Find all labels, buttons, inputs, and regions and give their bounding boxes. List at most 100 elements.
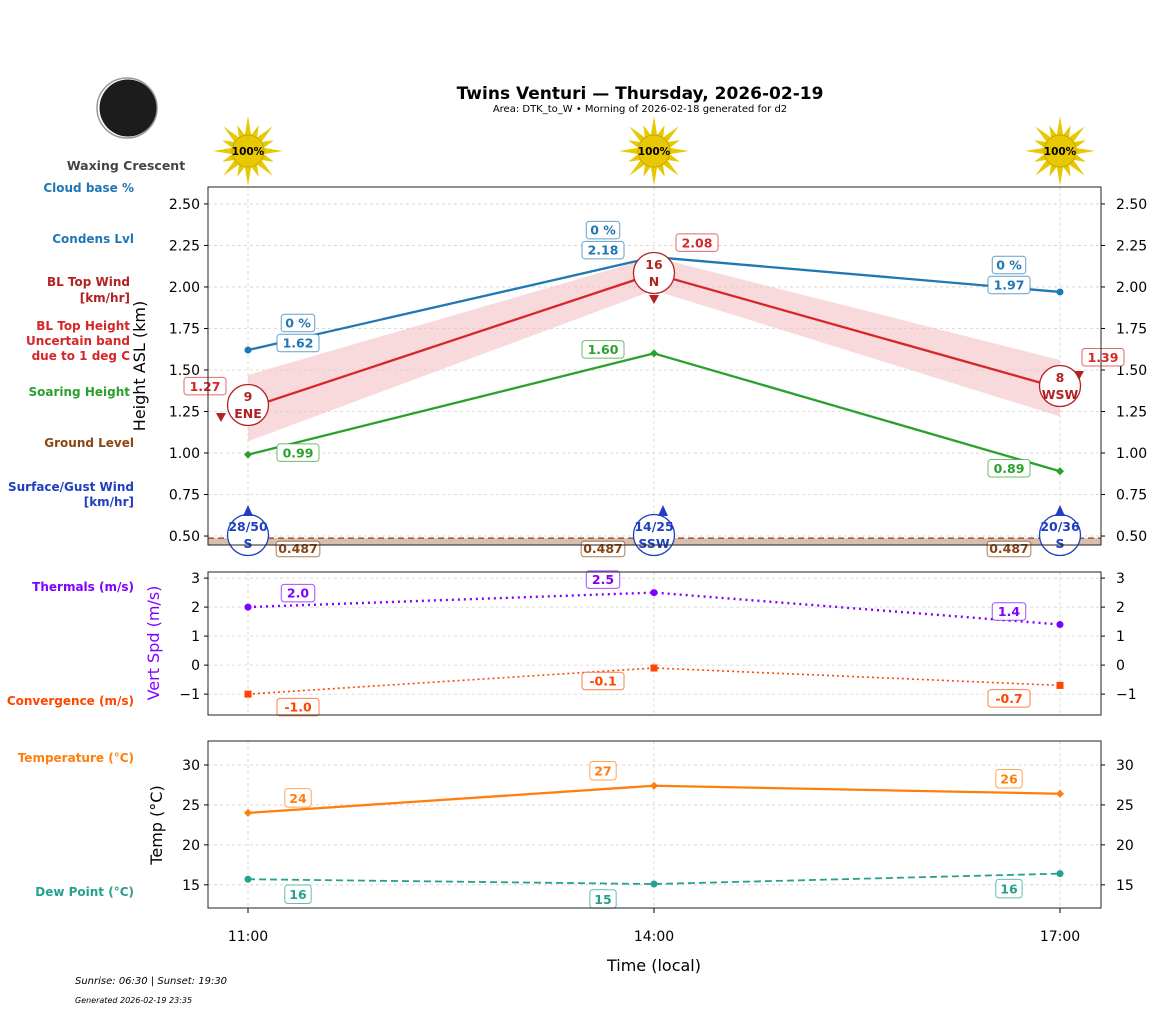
temperature-value-label: 26 bbox=[995, 768, 1023, 789]
label-box bbox=[1081, 348, 1125, 367]
label-temperature: Temperature (°C) bbox=[18, 751, 134, 765]
label-text: -0.7 bbox=[995, 691, 1022, 706]
sun-ray bbox=[261, 140, 274, 148]
wind-direction: N bbox=[649, 274, 659, 289]
label-soaring: Soaring Height bbox=[29, 385, 131, 399]
x-axis-label: Time (local) bbox=[606, 956, 701, 975]
label-box bbox=[987, 689, 1031, 708]
side-labels: Cloud base % Condens Lvl BL Top Wind [km… bbox=[7, 181, 134, 899]
bl-top-value-label: 1.39 bbox=[1081, 348, 1125, 367]
chart-subtitle: Area: DTK_to_W • Morning of 2026-02-18 g… bbox=[493, 104, 787, 115]
y-tick-label: 3 bbox=[191, 571, 200, 587]
y-tick-label-right: 25 bbox=[1116, 798, 1134, 814]
label-text: 1.62 bbox=[283, 336, 314, 351]
label-box bbox=[987, 275, 1031, 295]
y-tick-label-right: 0.50 bbox=[1116, 529, 1147, 545]
y-tick-label-right: 1 bbox=[1116, 629, 1125, 645]
sun-ray bbox=[213, 147, 233, 155]
dewpoint-value-label: 16 bbox=[284, 884, 312, 904]
label-condens: Condens Lvl bbox=[52, 232, 134, 246]
label-text: 0.487 bbox=[989, 541, 1029, 556]
condens-point bbox=[1056, 288, 1064, 296]
sun-ray bbox=[667, 154, 680, 162]
sun-ray bbox=[1063, 164, 1071, 177]
sun-percent: 100% bbox=[1044, 146, 1077, 158]
label-text: 2.08 bbox=[682, 235, 713, 250]
y-tick-label: 0.75 bbox=[169, 488, 200, 504]
label-bl-band-2: due to 1 deg C bbox=[32, 349, 131, 363]
convergence-value-label: -0.7 bbox=[987, 689, 1031, 708]
sun-ray bbox=[237, 164, 245, 177]
wind-speed: 16 bbox=[645, 257, 663, 272]
y-tick-label: −1 bbox=[179, 687, 200, 703]
plot-frame bbox=[207, 571, 1102, 716]
wind-arrow-icon bbox=[649, 295, 659, 304]
label-text: 1.39 bbox=[1088, 350, 1119, 365]
label-text: 2.5 bbox=[592, 572, 614, 587]
thermal-value-label: 2.5 bbox=[585, 570, 621, 589]
thermal-value-label: 2.0 bbox=[280, 583, 316, 603]
ground-value-label: 0.487 bbox=[275, 540, 321, 558]
bl-top-value-label: 1.27 bbox=[183, 376, 227, 396]
label-box bbox=[581, 671, 625, 691]
sun-ray bbox=[1034, 140, 1047, 148]
label-box bbox=[991, 602, 1027, 621]
y-tick-label-right: 1.50 bbox=[1116, 363, 1147, 379]
y-tick-label-right: 20 bbox=[1116, 838, 1134, 854]
soaring-value-label: 0.89 bbox=[987, 459, 1031, 478]
bl-top-value-label: 2.08 bbox=[675, 233, 719, 252]
sun-icon: 100% bbox=[619, 116, 689, 186]
label-text: 0 % bbox=[285, 316, 311, 331]
y-axis-label-vert: Vert Spd (m/s) bbox=[144, 586, 163, 701]
surface-wind-marker: 20/36 S bbox=[1038, 505, 1082, 557]
y-axis-label-temp: Temp (°C) bbox=[147, 785, 166, 865]
sun-ray bbox=[251, 164, 259, 177]
sun-ray bbox=[650, 166, 658, 186]
sun-ray bbox=[1068, 159, 1085, 176]
sun-ray bbox=[223, 159, 240, 176]
label-dewpoint: Dew Point (°C) bbox=[35, 885, 134, 899]
wind-direction: ENE bbox=[234, 406, 262, 421]
sun-ray bbox=[1068, 126, 1085, 143]
sun-ray bbox=[256, 159, 273, 176]
sun-disc bbox=[637, 134, 671, 168]
label-text: 24 bbox=[289, 791, 307, 806]
label-box bbox=[276, 443, 320, 462]
y-tick-label-right: 15 bbox=[1116, 878, 1134, 894]
y-tick-label-right: 1.25 bbox=[1116, 404, 1147, 420]
moon-icon bbox=[96, 77, 158, 139]
temperature-point bbox=[244, 808, 252, 817]
bl-wind-marker: 9 ENE bbox=[216, 383, 270, 427]
convergence-value-label: -0.1 bbox=[581, 671, 625, 691]
cloud-pct-label: 0 % bbox=[280, 313, 316, 333]
y-tick-label: 0.50 bbox=[169, 529, 200, 545]
label-text: 15 bbox=[594, 892, 611, 907]
temperature-point bbox=[650, 781, 658, 790]
y-tick-label: 1.25 bbox=[169, 404, 200, 420]
label-text: 1.4 bbox=[998, 604, 1020, 619]
label-box bbox=[276, 333, 320, 353]
sun-ray bbox=[1056, 166, 1064, 186]
chart-title: Twins Venturi — Thursday, 2026-02-19 bbox=[457, 84, 824, 104]
label-box bbox=[284, 788, 312, 808]
convergence-value-label: -1.0 bbox=[276, 697, 320, 717]
convergence-point bbox=[244, 690, 252, 698]
label-box bbox=[284, 884, 312, 904]
y-tick-label: 2.00 bbox=[169, 280, 200, 296]
wind-arrow-icon bbox=[243, 505, 253, 516]
y-tick-label: 2.25 bbox=[169, 238, 200, 254]
y-tick-label: 30 bbox=[182, 758, 200, 774]
wind-speed: 20/36 bbox=[1040, 519, 1080, 534]
moon-phase-label: Waxing Crescent bbox=[67, 158, 185, 173]
generated-time: Generated 2026-02-19 23:35 bbox=[75, 996, 192, 1005]
sun-percent: 100% bbox=[232, 146, 265, 158]
label-text: 16 bbox=[289, 887, 307, 902]
sun-ray bbox=[263, 147, 283, 155]
label-bl-band: Uncertain band bbox=[26, 334, 130, 348]
sun-ray bbox=[619, 147, 639, 155]
thermal-point bbox=[244, 603, 252, 611]
y-tick-label-right: 2.00 bbox=[1116, 280, 1147, 296]
sun-ray bbox=[657, 125, 665, 138]
sun-ray bbox=[667, 140, 680, 148]
ground-value-label: 0.487 bbox=[986, 540, 1032, 558]
